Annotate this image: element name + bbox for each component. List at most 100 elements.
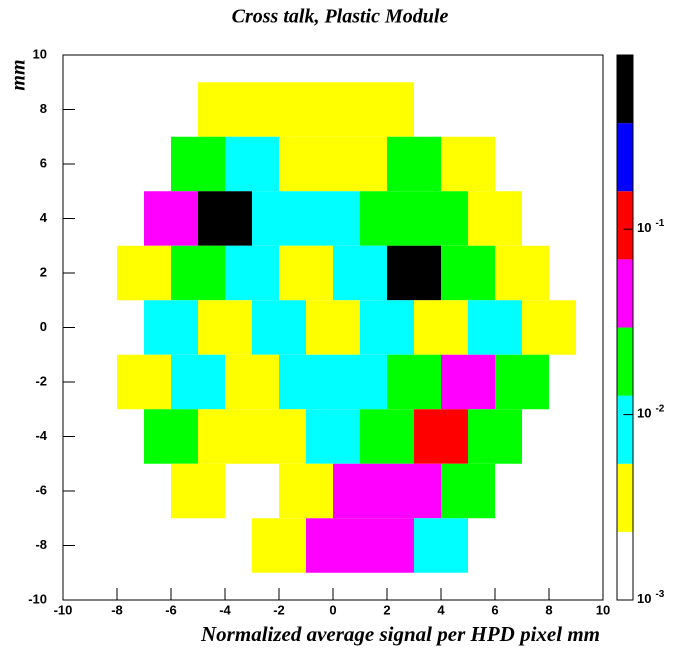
x-tick-label: 8 [545, 602, 552, 617]
heatmap-cell [441, 245, 495, 301]
heatmap-cell [414, 409, 468, 464]
heatmap-cell [198, 191, 252, 246]
heatmap-cell [171, 354, 225, 410]
y-tick-label: -4 [35, 428, 47, 443]
x-tick-label: -8 [111, 602, 123, 617]
palette-segment [617, 463, 633, 532]
y-tick-label: -10 [28, 591, 47, 606]
heatmap-cell [144, 191, 198, 246]
heatmap-cell [306, 191, 360, 246]
heatmap-cell [468, 409, 522, 464]
heatmap-cell [225, 245, 279, 301]
tick-exponent: -1 [655, 218, 664, 229]
heatmap-cell [198, 82, 252, 137]
heatmap-cell [171, 245, 225, 301]
heatmap-cell [333, 136, 387, 192]
palette-segment [617, 259, 633, 328]
heatmap-cell [252, 518, 306, 573]
heatmap-cell [495, 354, 549, 410]
heatmap-cell [198, 300, 252, 355]
heatmap-cell [495, 245, 549, 301]
y-tick-label: 2 [40, 264, 47, 279]
y-tick-label: -8 [35, 537, 47, 552]
heatmap-cell [360, 518, 414, 573]
heatmap-cell [306, 518, 360, 573]
x-axis-title: Normalized average signal per HPD pixel … [200, 622, 600, 646]
heatmap-cell [468, 300, 522, 355]
palette-segment [617, 531, 633, 600]
heatmap-cell [279, 245, 333, 301]
x-tick-label: 0 [329, 602, 336, 617]
y-tick-label: 10 [33, 46, 47, 61]
palette-segment [617, 55, 633, 124]
x-tick-label: 4 [437, 602, 445, 617]
heatmap-cell [414, 191, 468, 246]
heatmap-cell [333, 354, 387, 410]
heatmap-cell [387, 136, 441, 192]
y-tick-label: 6 [40, 155, 47, 170]
axes: -10 -8 -6 -4 -2 0 2 4 6 8 10 -10 -8 -6 -4 -2 0 2 4 6 8 10 [28, 46, 610, 617]
heatmap-cell [198, 409, 252, 464]
tick-exponent: -2 [655, 403, 664, 414]
color-bar: 10 -3 10 -2 10 -1 [616, 54, 665, 607]
tick-base: 10 [637, 221, 651, 236]
heatmap-cell [522, 300, 576, 355]
y-tick-label: -2 [35, 373, 47, 388]
heatmap-cell [117, 354, 171, 410]
heatmap-cell [360, 82, 414, 137]
y-tick-label: -6 [35, 482, 47, 497]
y-axis-title: mm [8, 59, 30, 90]
chart-title: Cross talk, Plastic Module [232, 6, 449, 28]
heatmap-cell [171, 463, 225, 519]
heatmap-cell [171, 136, 225, 192]
x-tick-label: 2 [383, 602, 390, 617]
heatmap-cell [387, 354, 441, 410]
heatmap-cell [387, 463, 441, 519]
tick-base: 10 [637, 591, 651, 606]
color-bar-tick-label: 10 -3 [637, 589, 665, 607]
y-tick-label: 0 [40, 319, 47, 334]
heatmap-cell [279, 463, 333, 519]
heatmap-cell [144, 409, 198, 464]
heatmap-cell [252, 300, 306, 355]
palette-segment [617, 123, 633, 192]
x-tick-label: -4 [219, 602, 231, 617]
heatmap-cells [117, 82, 576, 573]
heatmap-cell [333, 463, 387, 519]
heatmap-cell [225, 354, 279, 410]
color-bar-tick-label: 10 -1 [637, 218, 665, 236]
tick-exponent: -3 [655, 589, 664, 600]
heatmap-cell [360, 191, 414, 246]
heatmap-cell [279, 136, 333, 192]
heatmap-cell [144, 300, 198, 355]
palette-segment [617, 191, 633, 260]
heatmap-cell [225, 136, 279, 192]
heatmap-cell [252, 191, 306, 246]
x-tick-label: -2 [273, 602, 285, 617]
heatmap-cell [441, 136, 495, 192]
heatmap-cell [252, 82, 306, 137]
heatmap-cell [252, 409, 306, 464]
x-tick-label: -6 [165, 602, 177, 617]
heatmap-cell [117, 245, 171, 301]
heatmap-cell [468, 191, 522, 246]
heatmap-cell [360, 409, 414, 464]
heatmap-cell [279, 354, 333, 410]
heatmap-cell [414, 518, 468, 573]
x-tick-label: -10 [54, 602, 73, 617]
heatmap-cell [441, 354, 495, 410]
y-tick-label: 4 [40, 210, 48, 225]
heatmap-cell [333, 245, 387, 301]
x-tick-label: 6 [491, 602, 498, 617]
palette-segment [617, 395, 633, 464]
heatmap-cell [360, 300, 414, 355]
heatmap-cell [441, 463, 495, 519]
tick-base: 10 [637, 406, 651, 421]
heatmap-cell [387, 245, 441, 301]
heatmap-cell [306, 409, 360, 464]
heatmap-cell [306, 82, 360, 137]
y-tick-label: 8 [40, 101, 47, 116]
heatmap-cell [414, 300, 468, 355]
x-tick-label: 10 [596, 602, 610, 617]
heatmap-cell [306, 300, 360, 355]
